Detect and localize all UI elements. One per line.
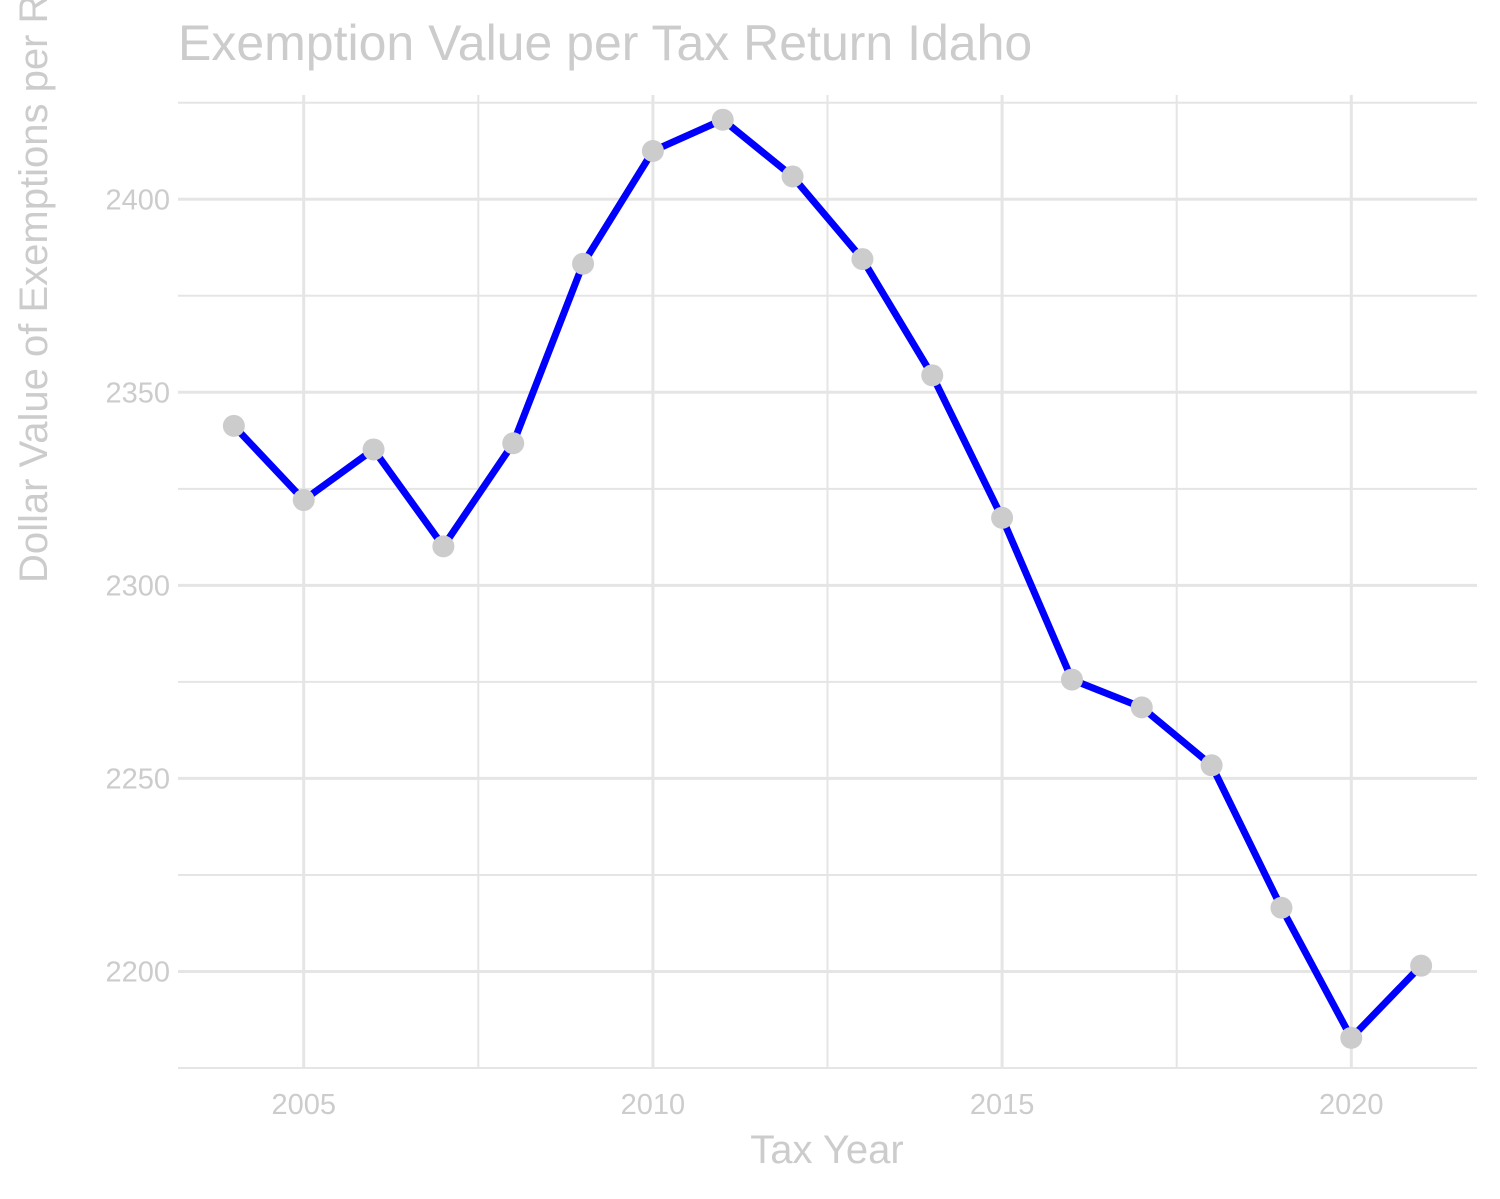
y-tick-label: 2300 (105, 570, 170, 602)
gridlines (178, 95, 1477, 1069)
data-point (1270, 896, 1293, 919)
data-point (1130, 696, 1153, 719)
data-point (781, 165, 804, 188)
data-point (1200, 754, 1223, 777)
x-tick-label: 2010 (621, 1089, 686, 1121)
y-axis-label: Dollar Value of Exemptions per Return (12, 0, 56, 583)
x-axis-label: Tax Year (750, 1128, 904, 1172)
series-line (230, 116, 1425, 1042)
data-point (1060, 668, 1083, 691)
data-point (851, 248, 874, 271)
chart-title: Exemption Value per Tax Return Idaho (178, 15, 1033, 71)
y-tick-label: 2400 (105, 184, 170, 216)
data-point (502, 432, 525, 455)
data-point (222, 414, 245, 437)
y-tick-label: 2200 (105, 956, 170, 988)
data-point (292, 489, 315, 512)
data-point (1410, 954, 1433, 977)
series-line-group (230, 116, 1425, 1042)
data-point (432, 535, 455, 558)
data-point (362, 438, 385, 461)
x-tick-label: 2015 (970, 1089, 1035, 1121)
data-point (1340, 1026, 1363, 1049)
data-point (572, 252, 595, 275)
tick-labels: 2200 2250 2300 2350 2400 2005 2010 2015 2020 (105, 184, 1383, 1121)
data-point (641, 139, 664, 162)
y-tick-label: 2350 (105, 377, 170, 409)
x-tick-label: 2005 (271, 1089, 336, 1121)
y-tick-label: 2250 (105, 763, 170, 795)
data-point (921, 364, 944, 387)
data-point (711, 108, 734, 131)
data-points (222, 108, 1433, 1049)
x-tick-label: 2020 (1319, 1089, 1384, 1121)
data-point (991, 506, 1014, 529)
